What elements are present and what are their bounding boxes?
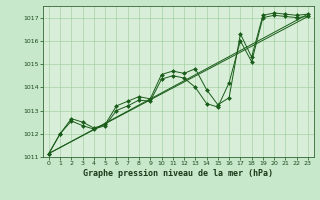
- X-axis label: Graphe pression niveau de la mer (hPa): Graphe pression niveau de la mer (hPa): [84, 169, 273, 178]
